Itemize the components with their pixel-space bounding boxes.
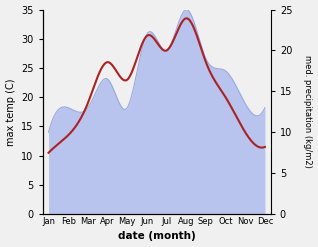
Y-axis label: med. precipitation (kg/m2): med. precipitation (kg/m2) — [303, 55, 313, 168]
Y-axis label: max temp (C): max temp (C) — [5, 78, 16, 145]
X-axis label: date (month): date (month) — [118, 231, 196, 242]
